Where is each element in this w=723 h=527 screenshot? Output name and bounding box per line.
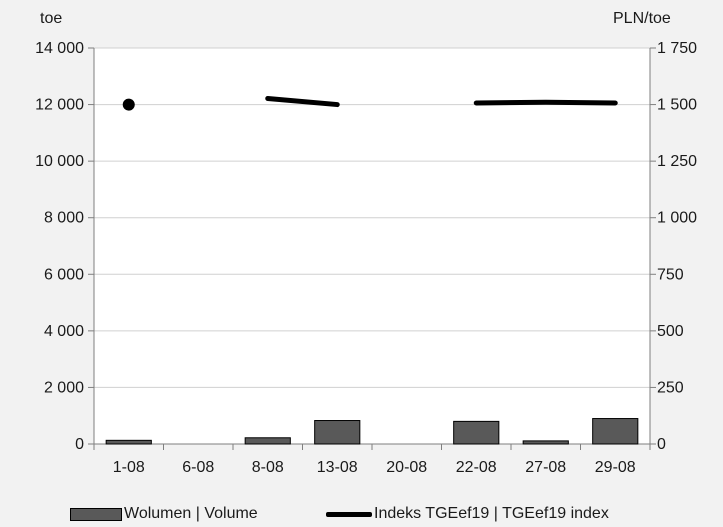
legend-volume-label: Wolumen | Volume bbox=[124, 505, 258, 522]
legend-index-label: Indeks TGEef19 | TGEef19 index bbox=[374, 505, 609, 522]
right-tick-label: 0 bbox=[657, 436, 666, 453]
legend-volume: Wolumen | Volume bbox=[70, 505, 258, 523]
volume-bar bbox=[592, 418, 639, 445]
volume-bar bbox=[105, 439, 152, 445]
x-tick-label: 20-08 bbox=[386, 459, 427, 476]
left-tick-label: 10 000 bbox=[35, 153, 84, 170]
x-tick-label: 29-08 bbox=[595, 459, 636, 476]
volume-bar bbox=[522, 440, 569, 445]
right-tick-label: 500 bbox=[657, 323, 684, 340]
volume-bar bbox=[314, 420, 361, 445]
x-tick-label: 8-08 bbox=[252, 459, 284, 476]
x-tick-label: 13-08 bbox=[317, 459, 358, 476]
x-tick-label: 6-08 bbox=[182, 459, 214, 476]
right-axis-unit: PLN/toe bbox=[613, 10, 671, 27]
left-tick-label: 14 000 bbox=[35, 40, 84, 57]
index-line bbox=[473, 99, 618, 106]
plot-area bbox=[94, 48, 650, 444]
right-tick-label: 1 750 bbox=[657, 40, 697, 57]
left-tick-label: 2 000 bbox=[44, 379, 84, 396]
left-tick-label: 8 000 bbox=[44, 210, 84, 227]
legend-index-swatch bbox=[326, 511, 372, 517]
x-tick-label: 22-08 bbox=[456, 459, 497, 476]
legend-index: Indeks TGEef19 | TGEef19 index bbox=[326, 505, 609, 523]
right-tick-label: 1 500 bbox=[657, 97, 697, 114]
right-tick-label: 750 bbox=[657, 266, 684, 283]
x-tick-label: 27-08 bbox=[525, 459, 566, 476]
right-tick-label: 250 bbox=[657, 379, 684, 396]
index-line bbox=[265, 95, 340, 108]
volume-bar bbox=[453, 420, 500, 445]
index-point bbox=[122, 98, 135, 111]
left-tick-label: 6 000 bbox=[44, 266, 84, 283]
volume-bar bbox=[244, 437, 291, 445]
right-tick-label: 1 250 bbox=[657, 153, 697, 170]
left-tick-label: 4 000 bbox=[44, 323, 84, 340]
x-tick-label: 1-08 bbox=[113, 459, 145, 476]
left-axis-unit: toe bbox=[40, 10, 63, 27]
left-tick-label: 0 bbox=[75, 436, 84, 453]
left-tick-label: 12 000 bbox=[35, 97, 84, 114]
right-tick-label: 1 000 bbox=[657, 210, 697, 227]
legend-volume-swatch bbox=[70, 507, 122, 521]
